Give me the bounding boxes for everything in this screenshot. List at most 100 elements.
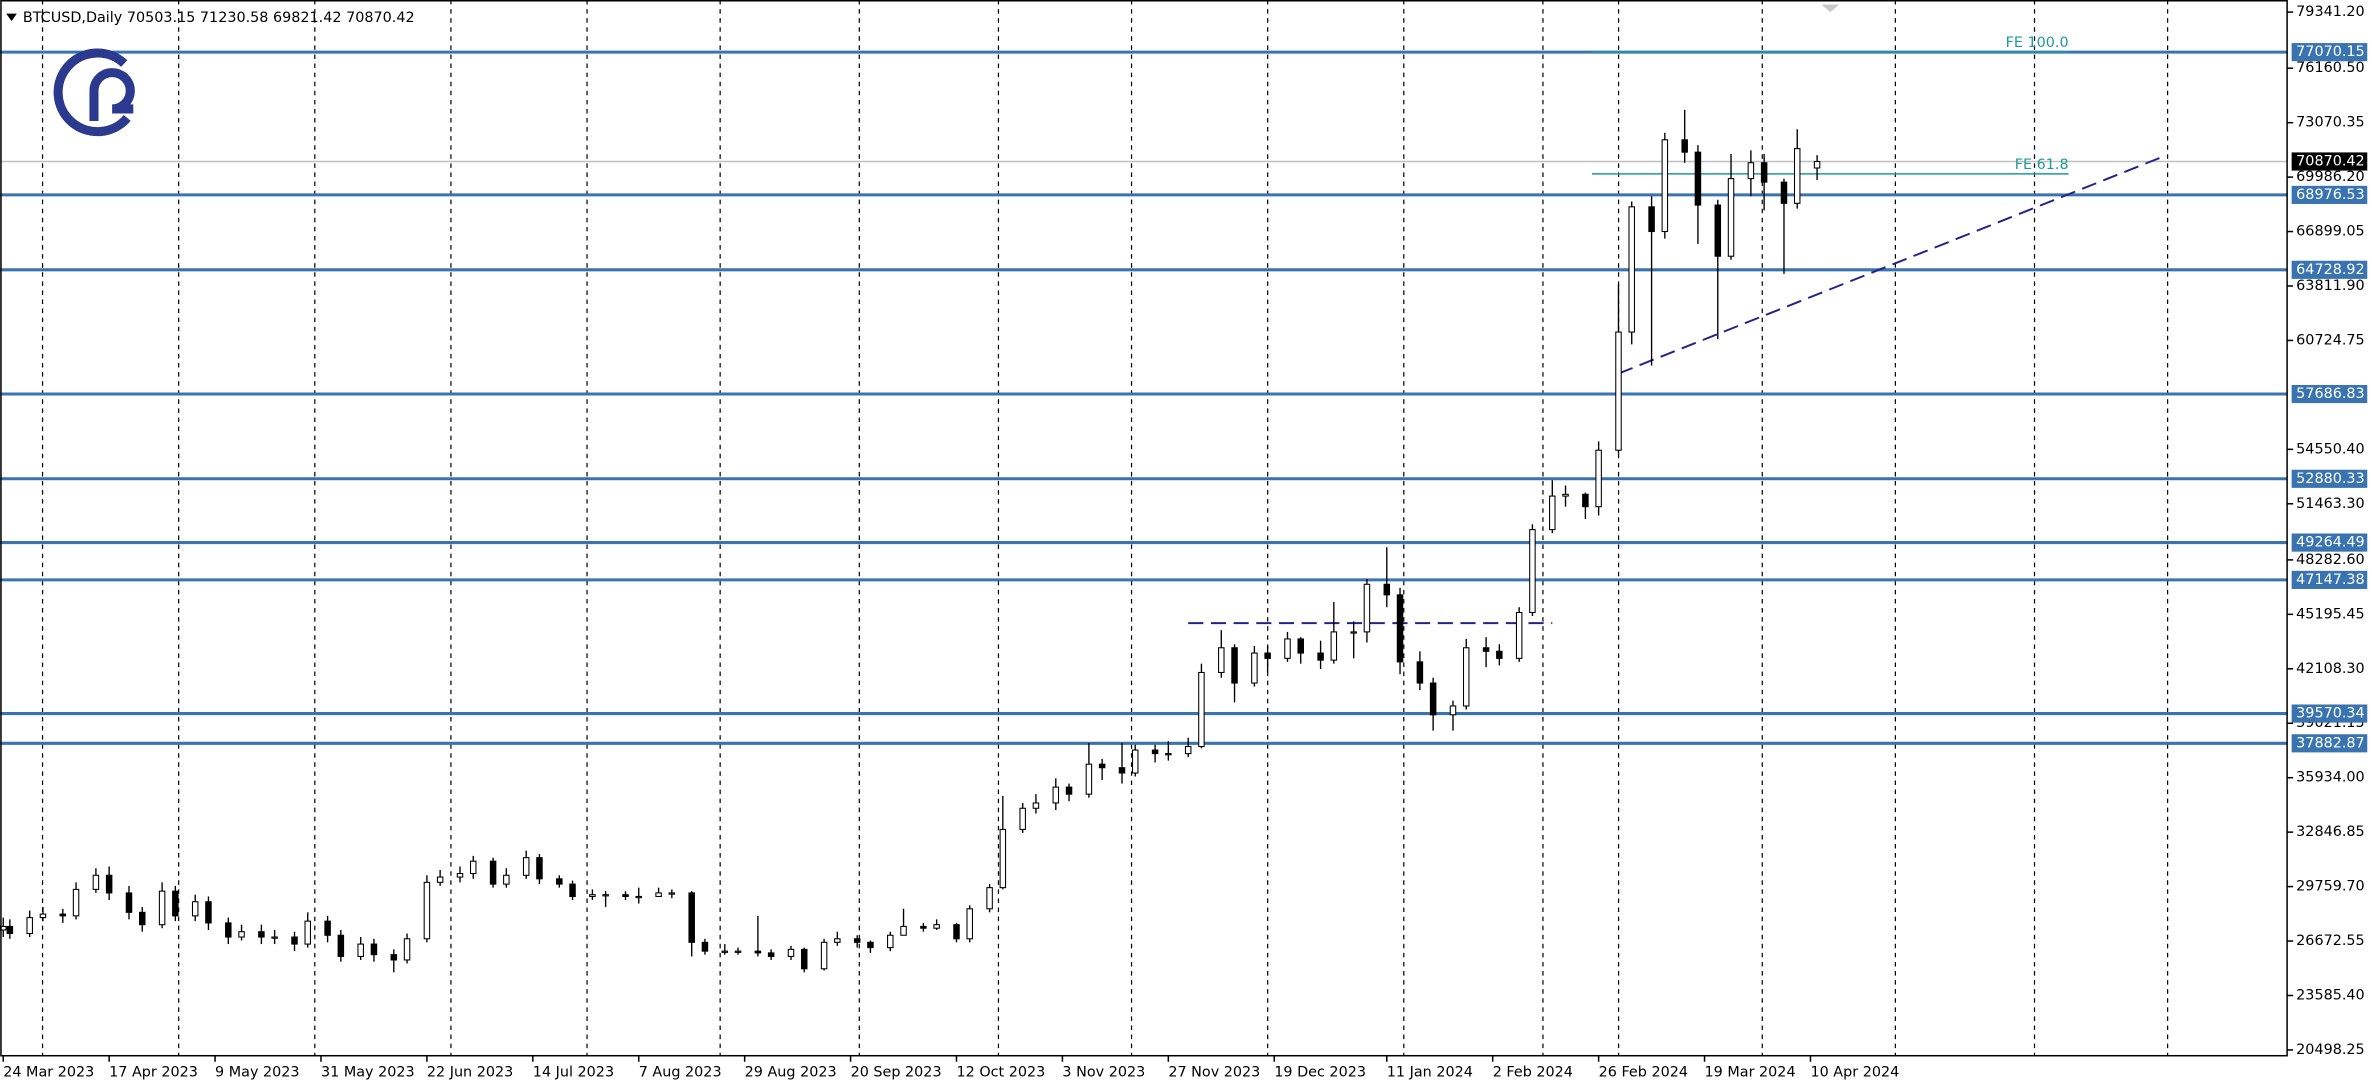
candle-body <box>668 892 676 895</box>
last-price-box <box>2291 152 2368 171</box>
x-tick-label: 22 Jun 2023 <box>427 1064 513 1080</box>
candle-body <box>754 950 762 954</box>
candle-body <box>1231 647 1238 684</box>
candle-body <box>337 934 345 957</box>
candle-body <box>105 874 113 894</box>
candle-body <box>1429 682 1437 716</box>
candle-body <box>225 922 232 938</box>
candle-body <box>853 938 861 943</box>
level-label-box <box>2291 704 2368 723</box>
candle-body <box>589 894 596 897</box>
level-label-box <box>2291 260 2368 279</box>
x-tick-label: 2 Feb 2024 <box>1493 1064 1573 1080</box>
candle-body <box>1297 638 1304 654</box>
candle-body <box>986 887 993 910</box>
candle-body <box>1496 650 1503 659</box>
candle-body <box>602 894 609 897</box>
candle-body <box>900 925 907 936</box>
level-label: 68976.53 <box>2296 187 2365 203</box>
x-tick-label: 19 Dec 2023 <box>1274 1064 1366 1080</box>
x-tick-label: 9 May 2023 <box>215 1064 299 1080</box>
y-tick-label: 35934.00 <box>2296 770 2365 786</box>
candle-body <box>1118 767 1126 774</box>
candle-body <box>1251 652 1258 684</box>
y-tick-label: 45195.45 <box>2296 606 2365 622</box>
y-tick-label: 63811.90 <box>2296 278 2365 294</box>
scroll-marker <box>1821 4 1840 13</box>
candle-body <box>92 874 100 890</box>
level-label: 57686.83 <box>2296 386 2365 402</box>
y-tick-label: 66899.05 <box>2296 224 2365 240</box>
candle-body <box>734 950 742 953</box>
trend-line <box>1618 156 2162 375</box>
candle-body <box>324 920 331 936</box>
candle-body <box>1396 594 1404 663</box>
candle-body <box>1284 638 1291 659</box>
candle-body <box>556 878 563 885</box>
candle-body <box>1350 631 1357 634</box>
candle-body <box>370 943 378 956</box>
candle-body <box>1780 181 1788 204</box>
candle-body <box>1218 647 1225 673</box>
candle-body <box>357 943 364 957</box>
candle-body <box>423 881 431 940</box>
candle-body <box>721 950 729 953</box>
candle-body <box>1416 661 1424 684</box>
candle-body <box>867 941 874 949</box>
vertical-grid <box>41 0 2169 1056</box>
y-tick-label: 32846.85 <box>2296 824 2365 840</box>
candle-body <box>820 941 828 970</box>
candle-body <box>787 948 795 957</box>
logo-inner-arc <box>89 68 135 121</box>
candle-body <box>1793 148 1801 204</box>
x-tick-label: 19 Mar 2024 <box>1705 1064 1796 1080</box>
y-tick-label: 60724.75 <box>2296 332 2365 348</box>
level-label-box <box>2291 734 2368 753</box>
y-tick-label: 69986.20 <box>2296 169 2365 185</box>
y-tick-label: 23585.40 <box>2296 987 2365 1003</box>
candle-body <box>456 873 464 878</box>
candle-body <box>1085 763 1093 795</box>
level-label: 37882.87 <box>2296 735 2365 751</box>
y-tick-label: 29759.70 <box>2296 879 2365 895</box>
candle-body <box>72 888 80 917</box>
candle-body <box>125 892 133 913</box>
candle-body <box>635 895 642 899</box>
y-tick-label: 73070.35 <box>2296 115 2365 131</box>
candle-body <box>999 828 1007 889</box>
candle-body <box>1449 705 1457 716</box>
candle-body <box>304 920 311 945</box>
x-tick-label: 12 Oct 2023 <box>956 1064 1045 1080</box>
candle-body <box>767 952 775 957</box>
candle-body <box>834 938 841 943</box>
x-tick-label: 29 Aug 2023 <box>745 1064 837 1080</box>
x-tick-label: 26 Feb 2024 <box>1599 1064 1688 1080</box>
candle-body <box>1562 493 1569 497</box>
last-price-label: 70870.42 <box>2296 153 2365 169</box>
candle-body <box>172 890 179 917</box>
candle-body <box>1052 786 1060 804</box>
y-tick-label: 79341.20 <box>2296 4 2365 20</box>
level-label-box <box>2291 43 2368 62</box>
x-tick-label: 27 Nov 2023 <box>1168 1064 1260 1080</box>
x-tick-label: 3 Nov 2023 <box>1062 1064 1145 1080</box>
x-tick-label: 10 Apr 2024 <box>1810 1064 1899 1080</box>
candle-body <box>1681 139 1688 153</box>
menu-triangle <box>6 13 17 22</box>
candle-body <box>887 934 894 949</box>
candle-body <box>1582 493 1589 508</box>
y-tick-label: 26672.55 <box>2296 933 2365 949</box>
candle-body <box>688 892 695 943</box>
candle-body <box>569 883 576 897</box>
candle-body <box>291 936 298 945</box>
y-tick-label: 48282.60 <box>2296 552 2365 568</box>
candle-body <box>503 874 510 885</box>
marks <box>0 50 2288 973</box>
candle-body <box>1330 631 1338 661</box>
candle-body <box>1813 160 1821 169</box>
candle-body <box>1515 611 1523 659</box>
candle-body <box>1529 529 1536 614</box>
candle-body <box>1549 495 1556 531</box>
level-label-box <box>2291 185 2368 204</box>
